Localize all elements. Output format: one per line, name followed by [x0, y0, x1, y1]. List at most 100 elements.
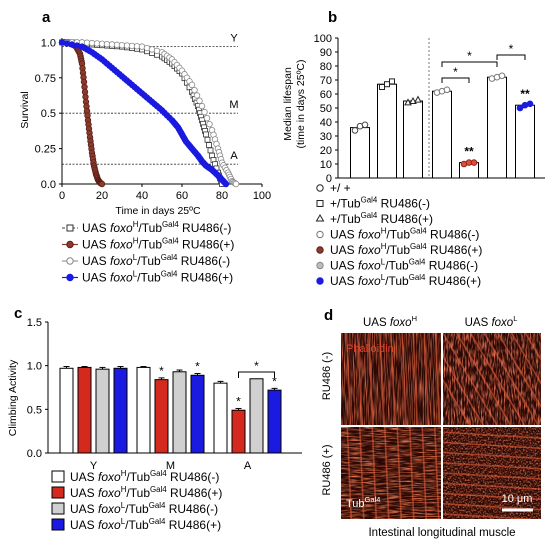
muscle-fiber	[443, 441, 541, 450]
median-bar	[350, 127, 370, 179]
legend-label: UAS foxoH/TubGal4 RU486(-)	[70, 469, 219, 484]
climbing-bar	[59, 367, 74, 454]
bracket-foxoL-minus-vs-plus	[496, 54, 526, 60]
legend-swatch	[51, 486, 65, 499]
muscle-fiber	[524, 333, 541, 362]
survival-point	[188, 81, 196, 89]
legend-swatch	[51, 502, 65, 515]
median-bar	[515, 104, 535, 179]
legend-label: +/TubGal4 RU486(-)	[330, 196, 430, 211]
panel-d-col2-header: UAS foxoL	[465, 314, 518, 329]
median-bar	[403, 100, 423, 179]
legend-label: UAS foxoL/TubGal4 RU486(+)	[82, 270, 233, 285]
bracket-foxoH-vs-foxoL	[441, 61, 498, 67]
median-bar	[432, 90, 452, 179]
muscle-fiber	[443, 482, 541, 491]
y-tick-label: 0.25	[35, 144, 56, 156]
reference-label-M: M	[229, 99, 238, 111]
y-tick-label: 0	[326, 173, 332, 185]
median-bar	[377, 83, 397, 179]
survival-point	[206, 142, 212, 148]
significance-star: **	[464, 145, 474, 159]
panel-a-ylabel: Survival	[19, 91, 31, 128]
y-tick-label: 40	[320, 117, 332, 129]
muscle-fiber	[443, 461, 541, 470]
panel-d-letter: d	[324, 307, 333, 324]
legend-marker	[316, 200, 324, 207]
bracket-foxoH-minus-vs-plus-label: *	[453, 65, 458, 79]
significance-star: *	[272, 374, 277, 388]
data-point	[498, 72, 506, 80]
muscle-fiber	[443, 431, 541, 439]
significance-star: *	[159, 364, 164, 378]
muscle-fiber	[443, 492, 541, 501]
panel-c-significance: * * * * *	[159, 359, 277, 408]
reference-label-Y: Y	[230, 33, 238, 45]
y-tick-label: 70	[320, 75, 332, 87]
scalebar-label: 10 μm	[502, 493, 533, 505]
survival-point	[204, 136, 211, 143]
muscle-fiber	[346, 427, 353, 519]
data-point	[351, 127, 359, 134]
legend-marker	[316, 246, 324, 254]
climbing-bar	[113, 367, 128, 454]
data-point	[516, 104, 524, 112]
x-tick-label: 40	[136, 190, 148, 202]
panel-c-ylabel: Climbing Activity	[7, 359, 19, 436]
survival-point	[232, 180, 240, 188]
data-point	[443, 86, 451, 94]
survival-point	[196, 97, 203, 104]
panel-d-caption: Intestinal longitudinal muscle	[368, 527, 515, 539]
survival-point	[193, 92, 201, 99]
y-tick-label: 80	[320, 61, 332, 73]
legend-marker	[315, 214, 325, 222]
muscle-fiber	[456, 333, 512, 425]
legend-label: UAS foxoH/TubGal4 RU486(+)	[70, 485, 222, 500]
panel-d-striations	[345, 333, 541, 519]
bracket-foxoL-minus-vs-plus-label: *	[509, 42, 514, 56]
significance-star: *	[236, 394, 241, 408]
muscle-fiber	[443, 378, 471, 425]
legend-swatch	[51, 470, 65, 483]
legend-swatch	[51, 518, 65, 531]
muscle-fiber	[408, 427, 415, 519]
x-tick-label: 20	[96, 190, 108, 202]
legend-marker	[316, 277, 324, 285]
survival-point	[203, 114, 211, 122]
y-tick-label: 60	[320, 89, 332, 101]
survival-point	[222, 180, 230, 188]
survival-point	[207, 147, 214, 154]
climbing-bar	[249, 378, 264, 454]
muscle-fiber	[371, 427, 378, 519]
climbing-bar	[136, 366, 151, 454]
panel-a-ticks: 0 20 40 60 80 100 0.0 0.25 0.5 0.75 1.0	[35, 37, 272, 202]
data-point	[379, 84, 385, 90]
legend-label: UAS foxoH/TubGal4 RU486(+)	[82, 237, 234, 252]
y-tick-label: 20	[320, 145, 332, 157]
muscle-fiber	[356, 333, 363, 425]
climbing-bar	[190, 374, 205, 454]
legend-label: +/ +	[330, 181, 351, 195]
survival-point	[203, 131, 209, 138]
y-tick-label: 50	[320, 103, 332, 115]
muscle-fiber	[497, 333, 541, 409]
muscle-fiber	[358, 427, 365, 519]
panel-b-bars	[350, 72, 535, 179]
muscle-fiber	[421, 427, 428, 519]
bracket-foxoH-minus-vs-plus	[441, 77, 470, 83]
climbing-bar	[267, 389, 282, 454]
y-tick-label: 100	[314, 33, 332, 45]
data-point	[361, 121, 369, 129]
reference-label-A: A	[230, 150, 238, 162]
y-tick-label: 90	[320, 47, 332, 59]
muscle-fiber	[443, 451, 541, 460]
muscle-fiber	[345, 333, 352, 425]
bracket-aged	[238, 371, 275, 378]
legend-label: UAS foxoH/TubGal4 RU486(+)	[330, 242, 482, 257]
legend-marker	[316, 261, 324, 270]
data-point	[389, 78, 395, 85]
driver-label: TubGal4	[346, 495, 380, 510]
data-point	[470, 159, 478, 166]
